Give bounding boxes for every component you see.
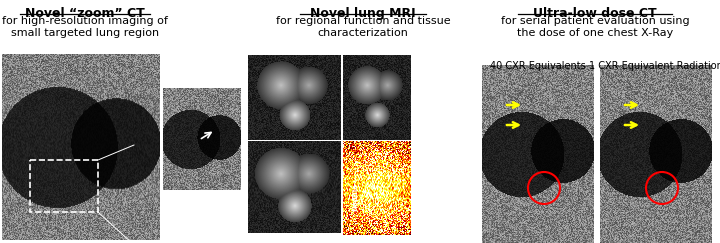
Text: for high-resolution imaging of
small targeted lung region: for high-resolution imaging of small tar… (2, 16, 168, 38)
Text: Novel “zoom” CT: Novel “zoom” CT (25, 7, 145, 20)
Text: Ultra-low dose CT: Ultra-low dose CT (534, 7, 657, 20)
Text: Novel lung MRI: Novel lung MRI (310, 7, 416, 20)
Text: 40 CXR Equivalents: 40 CXR Equivalents (490, 61, 586, 71)
Text: for regional function and tissue
characterization: for regional function and tissue charact… (276, 16, 450, 38)
Text: for serial patient evaluation using
the dose of one chest X-Ray: for serial patient evaluation using the … (500, 16, 689, 38)
Text: 1 CXR Equivalent Radiation: 1 CXR Equivalent Radiation (589, 61, 720, 71)
Text: Nodule: Nodule (352, 183, 358, 211)
Bar (30, 160, 98, 212)
